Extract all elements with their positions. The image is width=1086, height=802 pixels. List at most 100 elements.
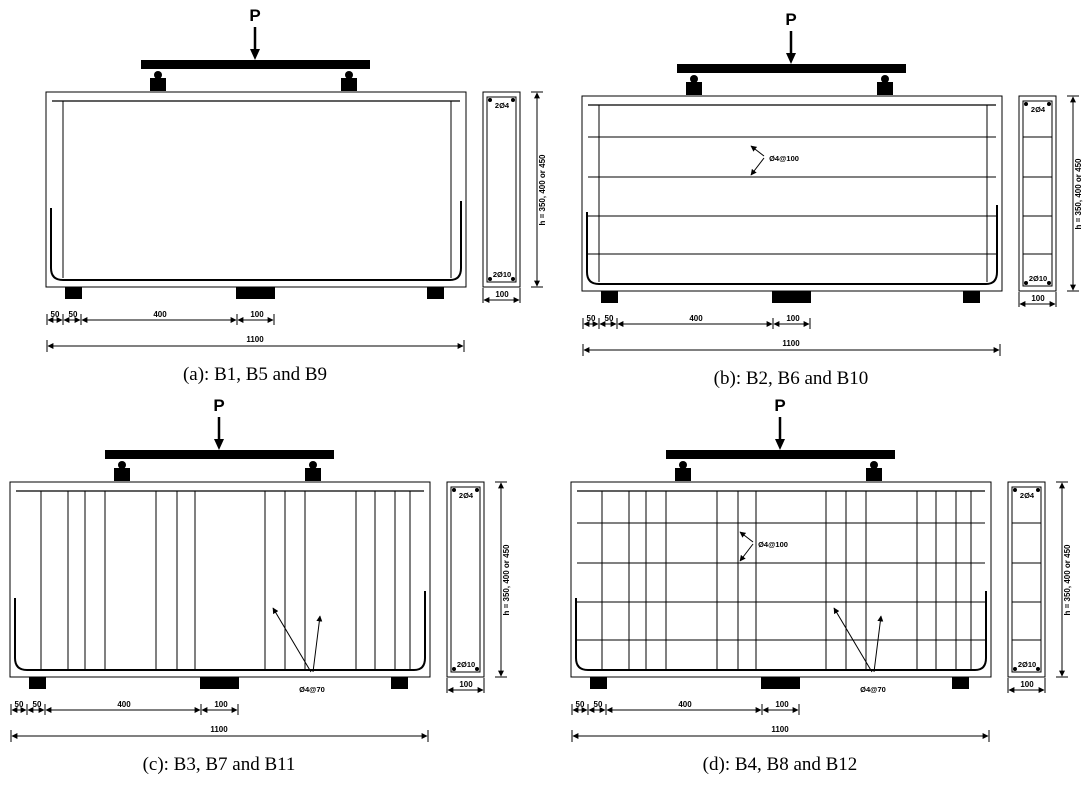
dim-50-b: 50	[605, 314, 614, 323]
section-width-label: 100	[459, 680, 473, 689]
stirrup-note: Ø4@70	[860, 685, 886, 694]
spreader-beam	[105, 450, 334, 459]
stirrup-note-arrow-1	[833, 607, 873, 673]
beam-outline	[45, 91, 467, 288]
bottom-bar-hooked	[586, 205, 998, 285]
section-width-label: 100	[1020, 680, 1034, 689]
bearing-plate-center	[200, 677, 239, 689]
section-outline	[446, 481, 485, 678]
span-label: 1100	[210, 725, 228, 734]
dim-100: 100	[214, 700, 228, 709]
section-stirrup	[1011, 486, 1042, 673]
section-bar-dot-2	[1047, 102, 1051, 106]
section-bar-dot-3	[1024, 281, 1028, 285]
roller-1	[118, 461, 126, 469]
load-plate-2	[305, 468, 321, 481]
section-outline	[1007, 481, 1046, 678]
section-bar-dot-3	[488, 277, 492, 281]
bearing-plate-center	[761, 677, 800, 689]
roller-2	[881, 75, 889, 83]
stirrup-note-arrow-2	[873, 615, 884, 673]
depth-label: h = 350, 400 or 450	[1063, 544, 1072, 615]
section-bottom-bars: 2Ø10	[457, 660, 475, 669]
section-bar-dot-2	[1036, 488, 1040, 492]
dim-400: 400	[678, 700, 692, 709]
section-width-label: 100	[1031, 294, 1045, 303]
panel-caption: (d): B4, B8 and B12	[703, 754, 858, 775]
bottom-bar-hooked	[575, 591, 987, 671]
dim-100: 100	[250, 310, 264, 319]
section-bar-dot-3	[1013, 667, 1017, 671]
section-stirrup	[450, 486, 481, 673]
section-bar-dot-4	[1036, 667, 1040, 671]
load-plate-2	[341, 78, 357, 91]
roller-2	[309, 461, 317, 469]
section-top-bars: 2Ø4	[459, 491, 474, 500]
section-outline	[1018, 95, 1057, 292]
section-bar-dot-4	[511, 277, 515, 281]
stirrup-note-arrow-2	[312, 615, 323, 673]
load-label: P	[785, 10, 796, 29]
section-top-bars: 2Ø4	[495, 101, 510, 110]
beam-outline	[570, 481, 992, 678]
section-bar-dot-1	[1013, 488, 1017, 492]
load-label: P	[249, 6, 260, 25]
dim-400: 400	[689, 314, 703, 323]
section-stirrup	[1022, 100, 1053, 287]
support-left	[65, 287, 82, 299]
roller-1	[679, 461, 687, 469]
support-left	[590, 677, 607, 689]
bottom-bar-hooked	[50, 201, 462, 281]
load-plate-2	[866, 468, 882, 481]
panel-a: P 2Ø4 2Ø10 h = 350, 400 or 450 100 50 50 400 100…	[45, 6, 547, 385]
dim-50-b: 50	[69, 310, 78, 319]
stirrup-note-arrow-1	[272, 607, 312, 673]
dim-50-a: 50	[576, 700, 585, 709]
dim-50-b: 50	[33, 700, 42, 709]
support-right	[952, 677, 969, 689]
section-width-label: 100	[495, 290, 509, 299]
dim-50-a: 50	[51, 310, 60, 319]
dim-100: 100	[786, 314, 800, 323]
section-bottom-bars: 2Ø10	[1018, 660, 1036, 669]
dim-50-a: 50	[15, 700, 24, 709]
support-left	[601, 291, 618, 303]
web-note-arrow-down	[739, 543, 754, 562]
support-right	[391, 677, 408, 689]
load-plate-1	[686, 82, 702, 95]
roller-1	[154, 71, 162, 79]
span-label: 1100	[782, 339, 800, 348]
load-label: P	[213, 396, 224, 415]
span-label: 1100	[246, 335, 264, 344]
beam-outline	[581, 95, 1003, 292]
section-bar-dot-3	[452, 667, 456, 671]
spreader-beam	[666, 450, 895, 459]
panel-caption: (c): B3, B7 and B11	[143, 754, 296, 775]
load-plate-1	[675, 468, 691, 481]
panel-caption: (b): B2, B6 and B10	[714, 368, 869, 389]
depth-label: h = 350, 400 or 450	[1074, 158, 1083, 229]
section-bar-dot-1	[452, 488, 456, 492]
dim-100: 100	[775, 700, 789, 709]
dim-400: 400	[117, 700, 131, 709]
section-top-bars: 2Ø4	[1031, 105, 1046, 114]
load-label: P	[774, 396, 785, 415]
support-right	[963, 291, 980, 303]
depth-label: h = 350, 400 or 450	[538, 154, 547, 225]
span-label: 1100	[771, 725, 789, 734]
section-bar-dot-1	[488, 98, 492, 102]
beam-outline	[9, 481, 431, 678]
depth-label: h = 350, 400 or 450	[502, 544, 511, 615]
section-outline	[482, 91, 521, 288]
load-plate-1	[114, 468, 130, 481]
load-arrow-head	[214, 439, 224, 450]
section-top-bars: 2Ø4	[1020, 491, 1035, 500]
section-bar-dot-1	[1024, 102, 1028, 106]
support-right	[427, 287, 444, 299]
dim-50-a: 50	[587, 314, 596, 323]
bearing-plate-center	[772, 291, 811, 303]
section-stirrup	[486, 96, 517, 283]
panel-d: P Ø4@100 Ø4@70 2Ø4 2Ø10 h = 350, 400 or 450 10…	[570, 396, 1072, 775]
dim-400: 400	[153, 310, 167, 319]
